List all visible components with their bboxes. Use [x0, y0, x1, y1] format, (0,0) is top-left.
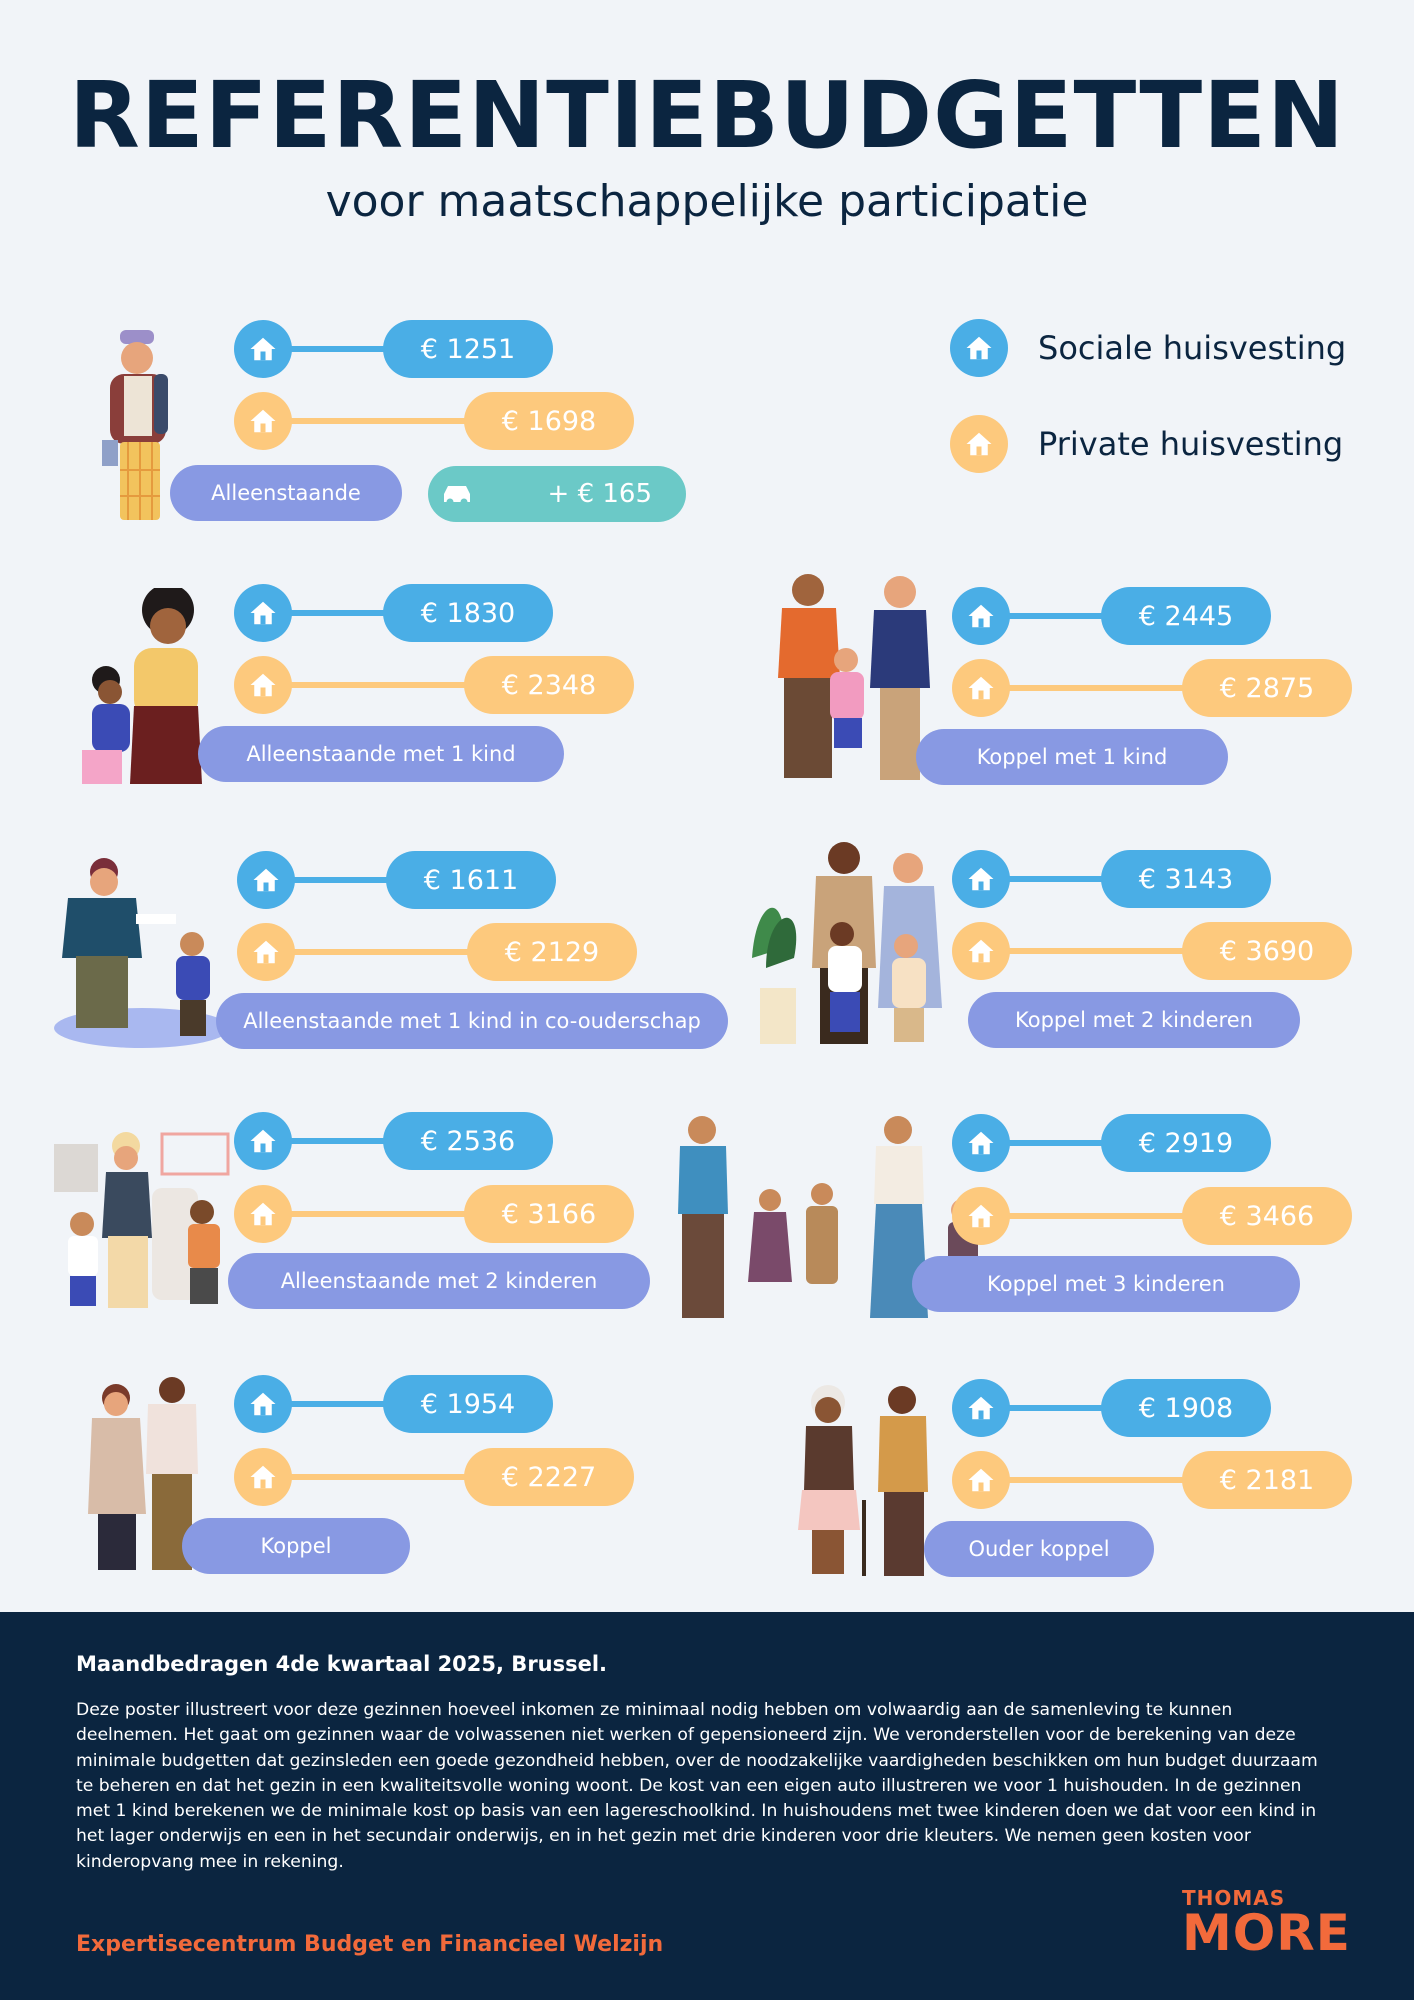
single-parent-one-child-illustration [82, 588, 202, 784]
logo-line-2: MORE [1182, 1904, 1351, 1962]
private-budget-row: € 3466 [952, 1187, 1352, 1245]
private-budget-row: € 2348 [234, 656, 634, 714]
private-budget-row: € 2129 [237, 923, 637, 981]
household-label: Koppel met 3 kinderen [912, 1256, 1300, 1312]
private-budget-row: € 2875 [952, 659, 1352, 717]
social-budget-row: € 2445 [952, 587, 1271, 645]
social-amount: € 3143 [1101, 850, 1271, 908]
car-extra-amount: + € 165 [547, 479, 652, 509]
private-budget-row: € 1698 [234, 392, 634, 450]
household-label: Koppel met 2 kinderen [968, 992, 1300, 1048]
social-budget-row: € 2536 [234, 1112, 553, 1170]
car-cost-pill: + € 165 [428, 466, 686, 522]
single-parent-two-children-illustration [54, 1132, 230, 1308]
private-amount: € 2181 [1182, 1451, 1352, 1509]
household-label: Alleenstaande met 1 kind in co-ouderscha… [216, 993, 728, 1049]
private-budget-row: € 3690 [952, 922, 1352, 980]
social-amount: € 2445 [1101, 587, 1271, 645]
household-label: Alleenstaande [170, 465, 402, 521]
private-amount: € 2227 [464, 1448, 634, 1506]
social-budget-row: € 1251 [234, 320, 553, 378]
private-amount: € 3466 [1182, 1187, 1352, 1245]
house-icon [234, 392, 292, 450]
private-budget-row: € 2227 [234, 1448, 634, 1506]
social-budget-row: € 1954 [234, 1375, 553, 1433]
footer: Maandbedragen 4de kwartaal 2025, Brussel… [0, 1612, 1414, 2000]
private-amount: € 2129 [467, 923, 637, 981]
footer-organisation: Expertisecentrum Budget en Financieel We… [76, 1932, 664, 1957]
private-amount: € 3690 [1182, 922, 1352, 980]
couple-two-children-illustration [752, 842, 942, 1044]
social-budget-row: € 2919 [952, 1114, 1271, 1172]
private-budget-row: € 3166 [234, 1185, 634, 1243]
household-label: Alleenstaande met 2 kinderen [228, 1253, 650, 1309]
house-icon [952, 1114, 1010, 1172]
social-amount: € 2536 [383, 1112, 553, 1170]
private-budget-row: € 2181 [952, 1451, 1352, 1509]
social-amount: € 1611 [386, 851, 556, 909]
legend-private: Private huisvesting [950, 414, 1343, 474]
house-icon [234, 1185, 292, 1243]
house-icon [950, 319, 1008, 377]
house-icon [234, 1112, 292, 1170]
car-icon [444, 486, 470, 506]
house-icon [234, 1375, 292, 1433]
house-icon [952, 850, 1010, 908]
house-icon [950, 415, 1008, 473]
social-budget-row: € 1611 [237, 851, 556, 909]
thomas-more-logo: THOMAS MORE [1182, 1888, 1352, 1958]
house-icon [234, 584, 292, 642]
house-icon [234, 320, 292, 378]
household-label: Ouder koppel [924, 1521, 1154, 1577]
house-icon [237, 923, 295, 981]
legend-social: Sociale huisvesting [950, 318, 1346, 378]
social-budget-row: € 3143 [952, 850, 1271, 908]
page-title: REFERENTIEBUDGETTEN [69, 62, 1345, 169]
house-icon [952, 659, 1010, 717]
social-amount: € 1830 [383, 584, 553, 642]
couple-three-children-illustration [678, 1116, 978, 1318]
house-icon [952, 922, 1010, 980]
house-icon [234, 656, 292, 714]
private-amount: € 3166 [464, 1185, 634, 1243]
house-icon [234, 1448, 292, 1506]
social-amount: € 1251 [383, 320, 553, 378]
social-amount: € 1908 [1101, 1379, 1271, 1437]
page-subtitle: voor maatschappelijke participatie [325, 176, 1089, 227]
footer-heading: Maandbedragen 4de kwartaal 2025, Brussel… [76, 1652, 608, 1676]
house-icon [952, 587, 1010, 645]
logo-line-1: THOMAS [1182, 1886, 1286, 1910]
footer-body: Deze poster illustreert voor deze gezinn… [76, 1700, 1318, 1872]
social-budget-row: € 1830 [234, 584, 553, 642]
legend-social-label: Sociale huisvesting [1038, 329, 1347, 367]
private-amount: € 2875 [1182, 659, 1352, 717]
social-amount: € 1954 [383, 1375, 553, 1433]
couple-one-child-illustration [778, 574, 930, 780]
single-person-illustration [102, 330, 168, 520]
social-amount: € 2919 [1101, 1114, 1271, 1172]
household-label: Koppel met 1 kind [916, 729, 1228, 785]
social-budget-row: € 1908 [952, 1379, 1271, 1437]
house-icon [952, 1379, 1010, 1437]
private-amount: € 2348 [464, 656, 634, 714]
house-icon [952, 1451, 1010, 1509]
co-parent-child-illustration [54, 858, 230, 1048]
household-label: Alleenstaande met 1 kind [198, 726, 564, 782]
house-icon [952, 1187, 1010, 1245]
house-icon [237, 851, 295, 909]
household-label: Koppel [182, 1518, 410, 1574]
private-amount: € 1698 [464, 392, 634, 450]
legend-private-label: Private huisvesting [1038, 425, 1344, 463]
elderly-couple-illustration [798, 1385, 928, 1576]
